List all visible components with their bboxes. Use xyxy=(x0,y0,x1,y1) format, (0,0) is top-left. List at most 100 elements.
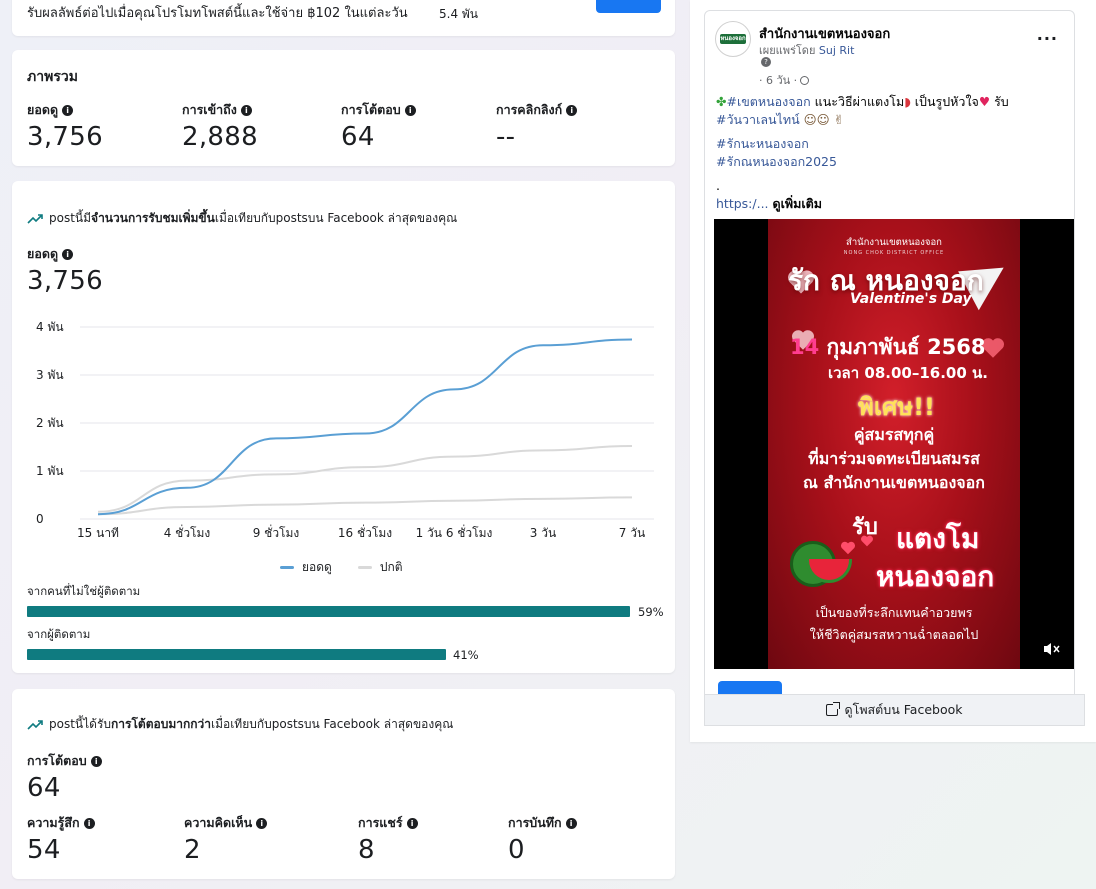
post-url[interactable]: https:/... xyxy=(716,196,769,211)
poster-line: คู่สมรสทุกคู่ xyxy=(853,425,935,444)
poster-office-en: NONG CHOK DISTRICT OFFICE xyxy=(843,250,945,256)
post-time-text[interactable]: · 6 วัน · xyxy=(759,74,798,87)
overview-card: ภาพรวม ยอดดู i 3,756 การเข้าถึง i 2,888 กา… xyxy=(12,50,675,166)
metric-label: การเข้าถึง xyxy=(182,102,237,117)
metric-reach: การเข้าถึง i 2,888 xyxy=(182,100,258,152)
info-icon[interactable]: i xyxy=(62,248,74,260)
bar-percent: 59% xyxy=(638,605,664,619)
bar-fill xyxy=(27,606,630,617)
legend-label: ปกติ xyxy=(379,560,403,574)
poster-line: ณ สำนักงานเขตหนองจอก xyxy=(803,473,985,492)
metric-label: ยอดดู xyxy=(27,246,59,261)
engagement-metric: การโต้ตอบ i 64 xyxy=(27,751,102,803)
info-icon[interactable]: i xyxy=(256,817,268,829)
metric-value: 2,888 xyxy=(182,122,258,152)
love-hand-icon: ✌ xyxy=(833,112,845,127)
boost-button[interactable] xyxy=(596,0,661,13)
y-tick-label: 3 พัน xyxy=(36,368,64,382)
metric-value: 2 xyxy=(184,835,201,865)
poster-melon: แตงโม xyxy=(896,522,980,555)
external-link-icon xyxy=(826,702,841,716)
post-video[interactable]: สำนักงานเขตหนองจอก NONG CHOK DISTRICT OFF… xyxy=(714,219,1074,669)
page-name[interactable]: สำนักงานเขตหนองจอก xyxy=(759,27,891,42)
metric-label: การคลิกลิงก์ xyxy=(496,102,563,117)
poster-footer: เป็นของที่ระลึกแทนคำอวยพร xyxy=(815,605,973,620)
heart-icon xyxy=(982,338,1004,358)
view-on-facebook-button[interactable]: ดูโพสต์บน Facebook xyxy=(704,694,1085,726)
x-tick-label: 4 ชั่วโมง xyxy=(164,524,211,540)
post-text: ✤#เขตหนองจอก แนะวิธีผ่าแตงโม◗ เป็นรูปหัว… xyxy=(716,93,1061,213)
legend-label: ยอดดู xyxy=(302,560,332,574)
metric-label: ยอดดู xyxy=(27,102,59,117)
legend-views[interactable]: ยอดดู xyxy=(280,558,332,577)
heart-icon xyxy=(788,270,814,294)
legend-normal[interactable]: ปกติ xyxy=(357,558,403,577)
poster-line: ที่มาร่วมจดทะเบียนสมรส xyxy=(808,449,980,468)
publisher-link[interactable]: Suj Rit xyxy=(818,44,855,57)
heart-icon xyxy=(792,330,814,350)
promote-card: รับผลลัพธ์ต่อไปเมื่อคุณโปรโมทโพสต์นี้และ… xyxy=(12,0,675,36)
post-dot: . xyxy=(716,178,720,193)
series-line-2 xyxy=(97,496,633,516)
question-icon[interactable]: ? xyxy=(761,57,771,67)
metric-views: ยอดดู i 3,756 xyxy=(27,100,103,152)
overview-title: ภาพรวม xyxy=(27,69,78,85)
promote-estimate: 5.4 พัน xyxy=(439,0,478,24)
poster-date-rest: กุมภาพันธ์ 2568 xyxy=(819,335,986,359)
y-tick-label: 4 พัน xyxy=(36,320,64,334)
post-card: หนองจอก สำนักงานเขตหนองจอก เผยแพร่โดย Su… xyxy=(704,10,1075,726)
metric-value: 54 xyxy=(27,835,61,865)
info-icon[interactable]: i xyxy=(62,104,74,116)
hashtag-link[interactable]: #รักณหนองจอก2025 xyxy=(716,154,837,169)
metric-value: 64 xyxy=(341,122,375,152)
metric-shares: การแชร์ i 8 xyxy=(358,813,418,865)
info-icon[interactable]: i xyxy=(90,755,102,767)
views-card: postนี้มีจำนวนการรับชมเพิ่มขึ้นเมื่อเทีย… xyxy=(12,181,675,673)
info-icon[interactable]: i xyxy=(83,817,95,829)
heart-icon xyxy=(861,535,873,547)
metric-label: การโต้ตอบ xyxy=(341,102,401,117)
engagement-trend: postนี้ได้รับการโต้ตอบมากกว่าเมื่อเทียบก… xyxy=(27,715,453,734)
globe-icon xyxy=(800,75,810,85)
y-tick-label: 1 พัน xyxy=(36,464,64,478)
hashtag-link[interactable]: #เขตหนองจอก xyxy=(726,94,811,109)
page-avatar[interactable]: หนองจอก xyxy=(715,21,751,57)
metric-comments: ความคิดเห็น i 2 xyxy=(184,813,268,865)
info-icon[interactable]: i xyxy=(406,817,418,829)
hashtag-link[interactable]: #รักนะหนองจอก xyxy=(716,136,809,151)
view-on-facebook-label: ดูโพสต์บน Facebook xyxy=(844,702,963,717)
metric-value: 3,756 xyxy=(27,122,103,152)
trend-post: เมื่อเทียบกับpostsบน Facebook ล่าสุดของค… xyxy=(214,211,458,225)
trend-pre: postนี้ได้รับ xyxy=(49,717,112,731)
bar-track: 41% xyxy=(27,648,667,662)
x-tick-label: 16 ชั่วโมง xyxy=(338,524,392,540)
mute-icon[interactable] xyxy=(1042,641,1060,657)
post-line: เป็นรูปหัวใจ xyxy=(910,94,979,109)
metric-label: การโต้ตอบ xyxy=(27,753,87,768)
poster-valentine: Valentine's Day xyxy=(850,291,972,307)
hashtag-link[interactable]: #วันวาเลนไทน์ xyxy=(716,112,800,127)
poster-melon-place: หนองจอก xyxy=(876,560,995,593)
legend-swatch xyxy=(357,566,372,569)
metric-value: 8 xyxy=(358,835,375,865)
metric-label: การแชร์ xyxy=(358,815,403,830)
info-icon[interactable]: i xyxy=(566,104,578,116)
clover-icon: ✤ xyxy=(716,94,727,109)
x-tick-label: 7 วัน xyxy=(619,526,645,540)
info-icon[interactable]: i xyxy=(565,817,577,829)
info-icon[interactable]: i xyxy=(240,104,252,116)
follower-bar: จากผู้ติดตาม 41% xyxy=(27,626,667,662)
info-icon[interactable]: i xyxy=(404,104,416,116)
metric-value: 3,756 xyxy=(27,266,103,296)
avatar-logo-text: หนองจอก xyxy=(720,34,746,44)
more-icon[interactable]: ··· xyxy=(1036,29,1058,48)
watermelon-icon: ◗ xyxy=(904,94,911,109)
poster-office-name: สำนักงานเขตหนองจอก xyxy=(846,237,942,248)
see-more-link[interactable]: ดูเพิ่มเติม xyxy=(772,196,823,211)
post-line: แนะวิธีผ่าแตงโม xyxy=(810,94,905,109)
views-metric: ยอดดู i 3,756 xyxy=(27,244,103,296)
poster-receive: รับ xyxy=(852,515,878,540)
views-trend: postนี้มีจำนวนการรับชมเพิ่มขึ้นเมื่อเทีย… xyxy=(27,209,457,228)
metric-value: 64 xyxy=(27,773,61,803)
heart-icon: ♥ xyxy=(978,94,991,109)
